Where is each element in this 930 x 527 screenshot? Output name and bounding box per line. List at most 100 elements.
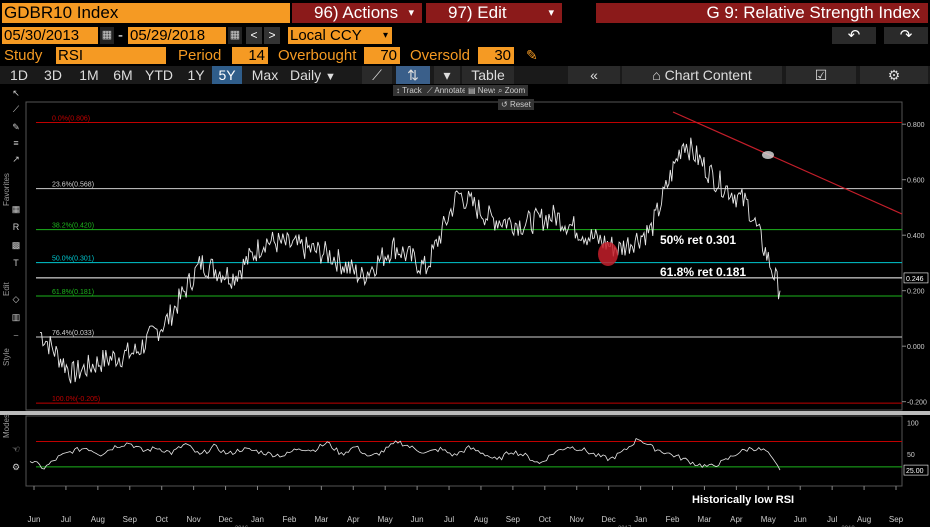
chart-svg[interactable]: 0.0%(0.806) 23.6%(0.568) 38.2%(0.420) 50.0%…: [0, 84, 930, 527]
period-max[interactable]: Max: [251, 67, 279, 83]
track-button[interactable]: ↕ Track: [393, 85, 425, 96]
x-tick-label: Jan: [251, 515, 264, 524]
period-1d[interactable]: 1D: [10, 67, 28, 83]
line-chart-icon[interactable]: ⟋: [362, 66, 392, 84]
currency-value: Local CCY: [290, 27, 362, 44]
fib-label: 50.0%(0.301): [52, 256, 94, 263]
edit-chart-icon[interactable]: ☑: [786, 66, 856, 84]
pencil-icon[interactable]: ✎: [526, 47, 538, 63]
annotation-618-retracement: 61.8% ret 0.181: [660, 265, 747, 279]
fib-icon[interactable]: ▦: [11, 204, 21, 214]
panel-separator[interactable]: [0, 411, 930, 415]
side-label-favorites[interactable]: Favorites: [2, 173, 11, 206]
study-input[interactable]: RSI: [56, 47, 166, 64]
prev-range-icon[interactable]: <: [246, 27, 262, 44]
edit-caret-icon: ▾: [548, 7, 554, 19]
text-icon[interactable]: T: [13, 258, 19, 268]
x-tick-label: Feb: [283, 515, 297, 524]
chevron-down-icon[interactable]: ▾: [434, 66, 460, 84]
cursor-icon[interactable]: ↖: [12, 88, 20, 98]
currency-select[interactable]: Local CCY ▾: [288, 27, 392, 44]
y-tick-label: 0.600: [907, 178, 925, 185]
period-3d[interactable]: 3D: [44, 67, 62, 83]
edit-label: 97) Edit: [448, 3, 507, 22]
x-tick-label: Aug: [474, 515, 488, 524]
fib-label: 38.2%(0.420): [52, 223, 94, 230]
undo-icon[interactable]: ↶: [832, 27, 876, 44]
date-range-bar: 05/30/2013 ▦ - 05/29/2018 ▦ < > Local CC…: [0, 26, 930, 46]
x-tick-label: Feb: [666, 515, 680, 524]
period-5y[interactable]: 5Y: [212, 66, 242, 84]
x-tick-label: Oct: [155, 515, 168, 524]
gear-icon[interactable]: ⚙: [11, 462, 21, 472]
actions-caret-icon: ▾: [408, 7, 414, 19]
ticker-field[interactable]: GDBR10 Index: [2, 3, 290, 23]
page-title: G 9: Relative Strength Index: [596, 3, 928, 23]
rsi-panel: [25, 415, 903, 487]
annotate-button[interactable]: ⟋ Annotate: [424, 85, 470, 96]
overbought-label: Overbought: [278, 47, 357, 64]
table-button[interactable]: Table: [462, 66, 514, 84]
fib-label: 61.8%(0.181): [52, 289, 94, 296]
x-tick-label: Jul: [61, 515, 71, 524]
arrow-icon[interactable]: ↗: [12, 154, 20, 164]
y-tick-label: 0.200: [907, 289, 925, 296]
actions-label: 96) Actions: [314, 3, 399, 22]
side-label-edit[interactable]: Edit: [2, 282, 11, 296]
calendar-icon[interactable]: ▦: [100, 27, 114, 44]
chart-content-button[interactable]: ⌂ Chart Content: [622, 66, 782, 84]
zoom-button[interactable]: ⌕ Zoom: [495, 85, 529, 96]
x-tick-label: Sep: [123, 515, 138, 524]
chart-type-icon[interactable]: ⇅: [396, 66, 430, 84]
x-tick-label: Jul: [827, 515, 837, 524]
y-tick-label: -0.200: [907, 400, 927, 407]
redo-icon[interactable]: ↷: [884, 27, 928, 44]
oversold-label: Oversold: [410, 47, 471, 64]
period-input[interactable]: 14: [232, 47, 268, 64]
track-label: Track: [402, 86, 422, 95]
shape-icon[interactable]: ◇: [12, 294, 20, 304]
price-series-line: [39, 137, 781, 384]
rsi-series-line: [29, 437, 781, 471]
side-label-modes[interactable]: Modes: [2, 413, 11, 438]
line-tool-icon[interactable]: ⟋: [12, 104, 20, 114]
reset-label: Reset: [509, 100, 531, 109]
chart-content-label: Chart Content: [664, 67, 752, 83]
trend-line: [672, 111, 903, 215]
gear-icon[interactable]: ⚙: [860, 66, 928, 84]
grid-icon[interactable]: ▩: [11, 240, 21, 250]
x-tick-label: Aug: [857, 515, 871, 524]
x-tick-label: Nov: [187, 515, 201, 524]
period-label: Period: [178, 47, 222, 64]
channel-icon[interactable]: ≡: [13, 138, 19, 148]
next-range-icon[interactable]: >: [264, 27, 280, 44]
r-icon[interactable]: R: [12, 222, 20, 232]
low-marker: [598, 242, 618, 266]
oversold-input[interactable]: 30: [478, 47, 514, 64]
start-date-input[interactable]: 05/30/2013: [2, 27, 98, 44]
x-tick-label: Mar: [314, 515, 328, 524]
calendar-icon[interactable]: ▦: [228, 27, 242, 44]
x-tick-label: May: [378, 515, 393, 524]
line-style-icon[interactable]: ⎯: [13, 330, 19, 340]
hand-icon[interactable]: ☜: [11, 444, 21, 454]
pencil-icon[interactable]: ✎: [12, 122, 20, 132]
period-ytd[interactable]: YTD: [145, 67, 173, 83]
zoom-label: Zoom: [504, 86, 526, 95]
edit-menu[interactable]: 97) Edit ▾: [426, 3, 562, 23]
overbought-input[interactable]: 70: [364, 47, 400, 64]
reset-button[interactable]: ↺ Reset: [498, 99, 534, 110]
side-label-style[interactable]: Style: [2, 348, 11, 366]
chart-area[interactable]: 0.0%(0.806) 23.6%(0.568) 38.2%(0.420) 50.0%…: [0, 84, 930, 527]
end-date-input[interactable]: 05/29/2018: [128, 27, 226, 44]
actions-menu[interactable]: 96) Actions ▾: [292, 3, 422, 23]
collapse-icon[interactable]: «: [568, 66, 620, 84]
news-button[interactable]: ▤ News: [465, 85, 501, 96]
bars-icon[interactable]: ▥: [11, 312, 21, 322]
period-1m[interactable]: 1M: [79, 67, 99, 83]
chart-toolbar: 1D 3D 1M 6M YTD 1Y 5Y Max Daily ▼ ⟋ ⇅ ▾ …: [0, 66, 930, 84]
period-6m[interactable]: 6M: [113, 67, 133, 83]
fib-label: 0.0%(0.806): [52, 116, 90, 123]
period-1y[interactable]: 1Y: [187, 67, 205, 83]
frequency-select[interactable]: Daily ▼: [290, 66, 350, 84]
